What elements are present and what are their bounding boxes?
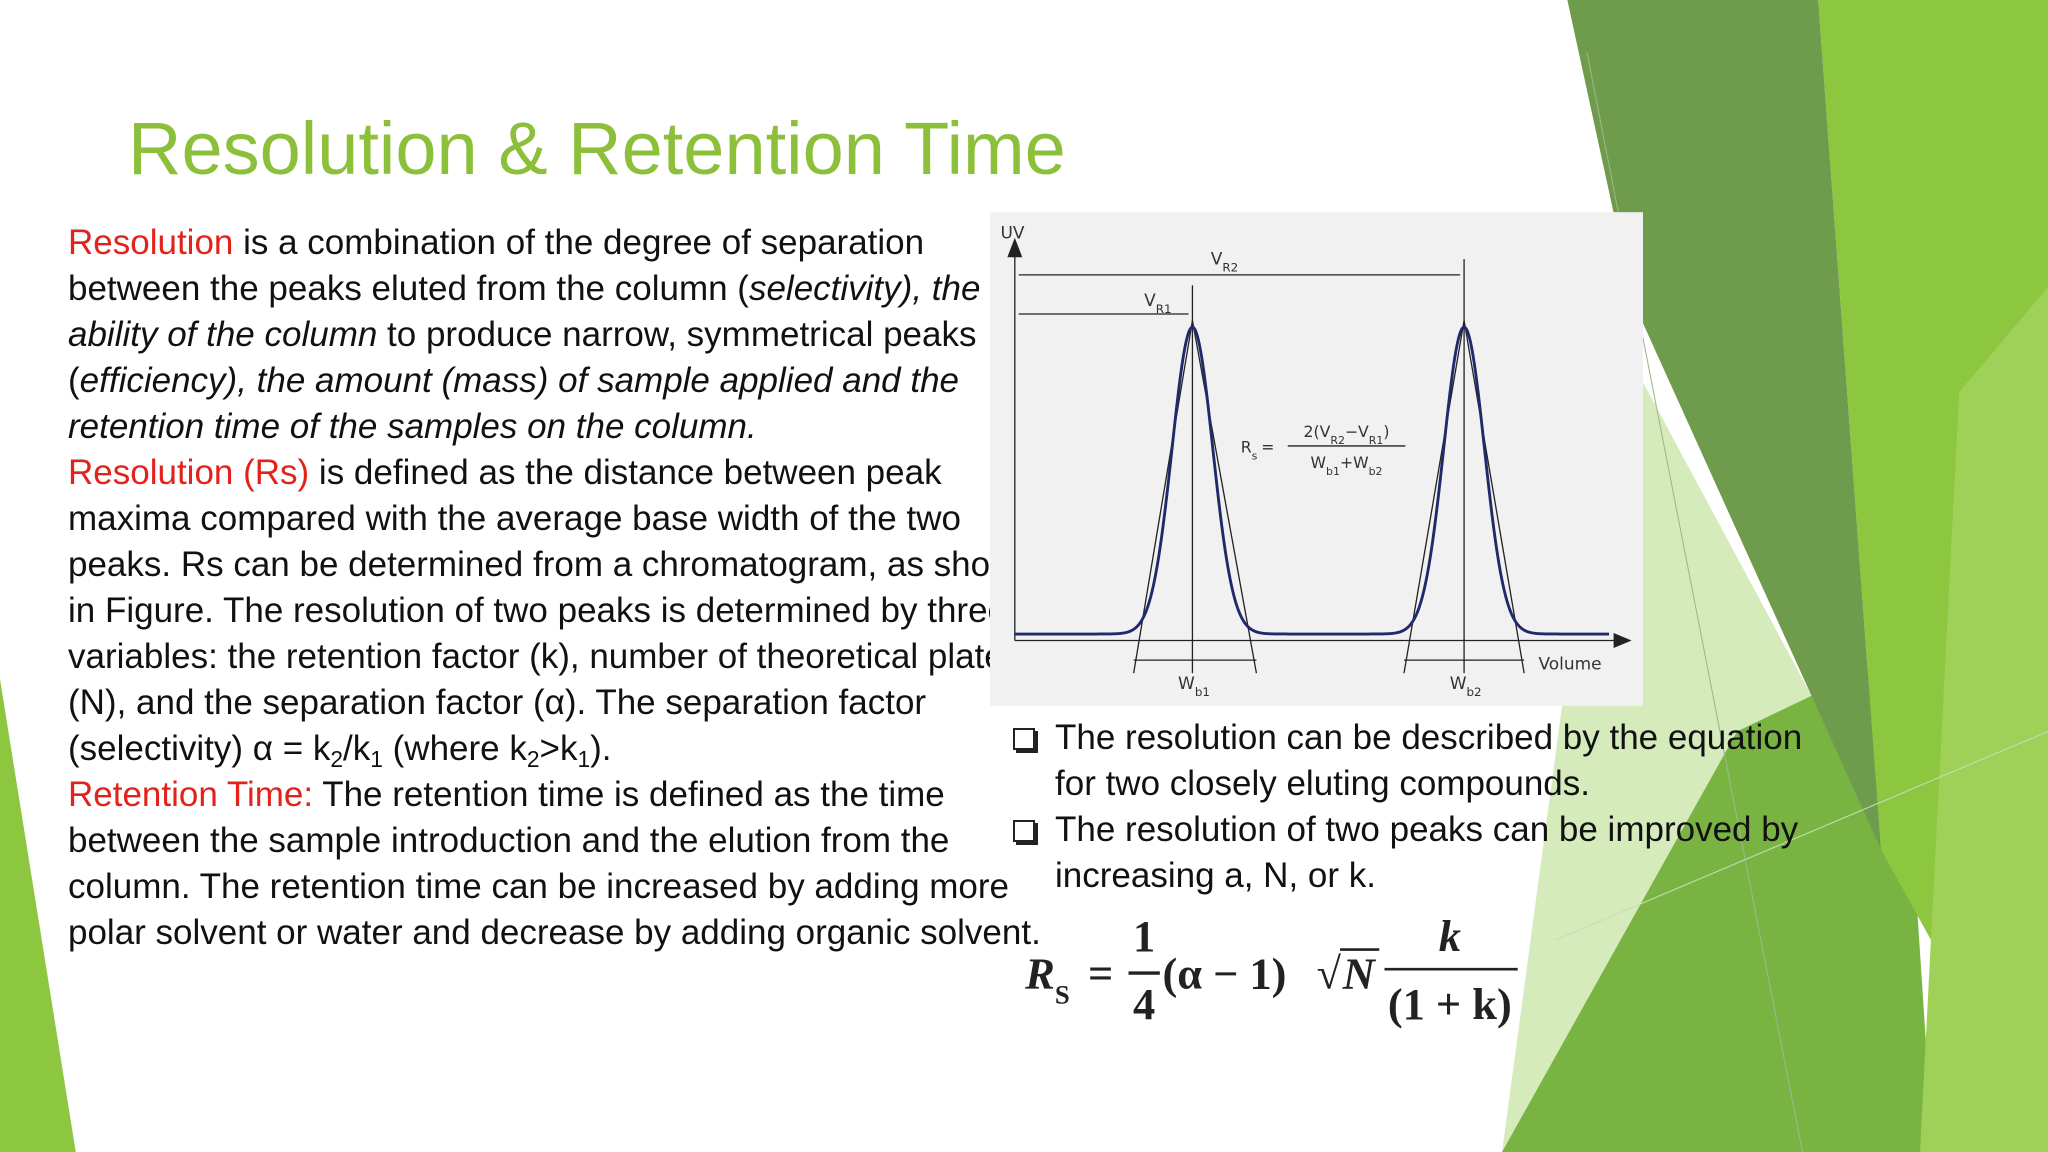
bullet-marker [1013,820,1035,842]
deco-line [1554,730,2048,941]
bullet-text: The resolution can be described by the e… [1055,718,1803,803]
text-run: Resolution (Rs) [68,453,310,492]
paragraph: Resolution is a combination of the degre… [68,220,1053,450]
y-axis-label: UV [1000,223,1024,243]
vr2-label: VR2 [1211,249,1238,274]
text-run: Resolution [68,223,234,262]
label-main: W [1178,674,1195,694]
rs-denominator: Wb1+Wb2 [1311,453,1383,478]
text-run: ). [590,729,612,768]
label-run: W [1311,453,1326,472]
bullet-item: The resolution of two peaks can be impro… [1013,807,1843,899]
deco-right-light [1920,287,2048,1152]
label-main: V [1211,249,1223,269]
bullet-list: The resolution can be described by the e… [1013,715,1843,899]
deco-left [0,679,76,1152]
arrowhead [1613,633,1632,649]
label-sub: b2 [1466,685,1481,699]
label-run: R1 [1369,433,1384,446]
figure-background [990,212,1643,706]
tangent [1403,320,1465,674]
x-axis-label: Volume [1539,654,1602,674]
tangent [1191,320,1258,674]
label-run: −V [1345,422,1369,441]
label-run: +W [1340,453,1369,472]
label-run: b2 [1369,465,1383,478]
paragraph: Retention Time: The retention time is de… [68,772,1053,956]
text-run: is defined as the distance between peak … [68,453,1035,768]
text-run: Retention Time: [68,775,314,814]
text-run: 1 [577,745,591,772]
text-run: efficiency), the amount (mass) of sample… [68,361,959,446]
paragraph: Resolution (Rs) is defined as the distan… [68,450,1053,772]
text-run: is a combination of the degree of separa… [68,223,925,308]
label-eq: = [1261,437,1274,456]
label-run: R2 [1330,433,1345,446]
rs-label: Rs = [1241,437,1275,462]
deco-dark [1567,0,1881,849]
label-run: b1 [1326,465,1340,478]
text-run: 1 [370,745,383,772]
text-run: to produce narrow, symmetrical peaks ( [68,315,977,400]
label-main: W [1450,674,1467,694]
tangent [1463,320,1525,674]
label-main: V [1144,291,1156,311]
wb1-label: Wb1 [1178,674,1210,699]
text-run: 2 [330,745,344,772]
deco-mid [1502,653,1934,1152]
wb2-label: Wb2 [1450,674,1482,699]
text-run: /k [343,729,371,768]
label-sub: s [1252,449,1258,462]
bullet-item: The resolution can be described by the e… [1013,715,1843,807]
bullet-marker [1013,728,1035,750]
vr1-label: VR1 [1144,291,1171,316]
title: Resolution & Retention Time [128,107,1066,190]
label-run: ) [1383,422,1389,441]
label-sub: R2 [1222,260,1238,274]
arrowhead [1007,237,1023,258]
chromatogram-figure: UV Volume VR2 VR1 Wb1 Wb2 Rs = 2(VR2−VR1)… [990,212,1643,706]
label-sub: R1 [1156,302,1172,316]
text-run: selectivity), the ability of the column [68,269,981,354]
rs-numerator: 2(VR2−VR1) [1304,422,1390,447]
text-run: The retention time is defined as the tim… [68,775,1041,952]
chromatogram-curve [1014,325,1610,636]
body-text: Resolution is a combination of the degre… [68,220,1053,956]
label-run: 2(V [1304,422,1331,441]
text-run: 2 [526,745,540,772]
label-sub: b1 [1195,685,1210,699]
label-main: R [1241,437,1252,456]
bullet-text: The resolution of two peaks can be impro… [1055,810,1799,895]
text-run: (where k [382,729,527,768]
text-run: >k [539,729,578,768]
